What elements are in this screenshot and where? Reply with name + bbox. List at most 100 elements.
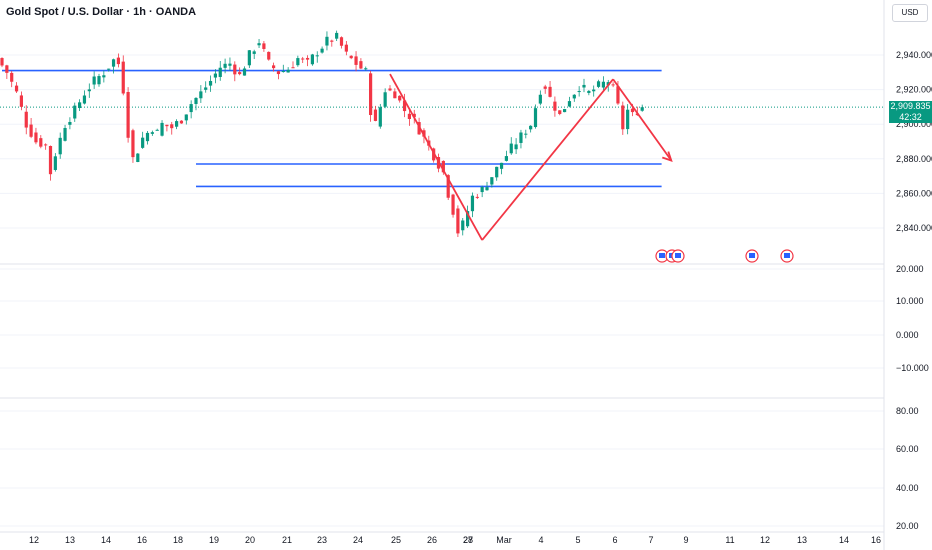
time-tick-label: 9 [683,535,688,545]
candle-down [165,124,169,127]
candle-down [369,73,373,116]
candle-down [262,43,266,49]
candle-down [48,145,53,175]
candle-up [529,125,533,130]
price-tick-label: 2,860.000 [896,188,932,198]
time-tick-label: 25 [391,535,401,545]
candle-down [170,124,174,129]
candle-up [466,211,470,227]
candle-up [136,153,140,163]
candle-down [475,196,479,198]
candle-up [592,89,596,92]
candle-up [281,71,285,73]
time-tick-label: 11 [725,535,734,545]
candle-up [111,59,116,67]
candle-down [630,108,635,113]
time-tick-label: 5 [575,535,580,545]
candle-up [567,101,572,107]
candle-up [504,156,508,161]
price-tick-label: 2,940.000 [896,50,932,60]
price-tick-label: 2,840.000 [896,223,932,233]
candle-up [257,43,261,46]
candle-up [563,109,567,113]
price-tick-label: 2,900.000 [896,119,932,129]
flag-icon [659,253,665,258]
time-tick-label: 16 [871,535,881,545]
candle-down [39,138,43,147]
last-price-badge: 2,909.835 42:32 [889,101,932,123]
candle-down [116,57,120,65]
candle-up [606,82,610,86]
candle-down [558,110,562,114]
candle-down [621,105,625,130]
bar-countdown: 42:32 [899,112,922,122]
candle-down [10,72,14,82]
candle-up [596,81,601,87]
osc-tick-label: −10.000 [896,363,929,373]
candle-down [291,67,295,69]
pattern-trend-line [481,78,614,241]
currency-button[interactable]: USD [892,4,928,22]
candle-up [247,50,251,66]
time-tick-label: 20 [245,535,255,545]
candle-up [320,48,324,53]
time-tick-label: 16 [137,535,147,545]
time-tick-label: 7 [648,535,653,545]
candle-up [383,92,387,107]
candle-up [296,58,300,66]
candle-up [175,121,179,127]
candle-down [388,88,392,91]
candle-up [538,94,542,104]
pane-dividers [0,0,885,550]
time-tick-label: 26 [427,535,437,545]
arrow-head [662,151,673,162]
candle-up [223,63,227,68]
time-tick-label: 12 [760,535,770,545]
candle-down [344,44,348,52]
time-tick-label: Mar [496,535,512,545]
lower-tick-label: 80.00 [896,406,919,416]
pattern-drawing[interactable] [389,73,673,241]
candle-up [519,132,523,143]
candles [0,30,644,237]
candle-up [577,91,581,93]
candle-up [626,109,630,130]
candle-up [208,80,213,86]
candle-down [349,55,353,59]
grid-lines [0,54,884,527]
candle-down [548,86,552,97]
event-icons[interactable] [655,249,794,263]
candle-up [150,132,154,134]
candle-up [155,129,159,131]
candle-down [359,61,363,69]
candle-down [233,64,237,75]
candle-down [441,160,445,173]
candle-down [5,65,9,73]
price-tick-label: 2,920.000 [896,85,932,95]
candle-up [572,94,576,99]
candle-down [29,124,33,137]
candle-up [286,69,290,73]
time-tick-label: 13 [797,535,807,545]
candle-down [14,85,19,92]
time-tick-label: 19 [209,535,219,545]
last-price-value: 2,909.835 [890,101,931,111]
candle-up [509,143,513,154]
time-tick-label: 23 [317,535,327,545]
chart-title: Gold Spot / U.S. Dollar · 1h · OANDA [6,6,197,18]
candle-up [470,195,475,212]
candle-down [44,144,48,146]
candle-up [310,54,314,65]
candle-up [490,177,494,185]
candle-up [92,76,96,85]
horizontal-levels[interactable] [2,69,662,188]
lower-tick-label: 20.00 [896,521,919,531]
candle-up [495,166,499,178]
candle-up [97,76,101,85]
lower-tick-label: 60.00 [896,444,919,454]
time-tick-label: 28 [463,535,473,545]
candle-down [0,58,4,66]
candle-down [407,113,411,120]
time-tick-label: 21 [282,535,292,545]
